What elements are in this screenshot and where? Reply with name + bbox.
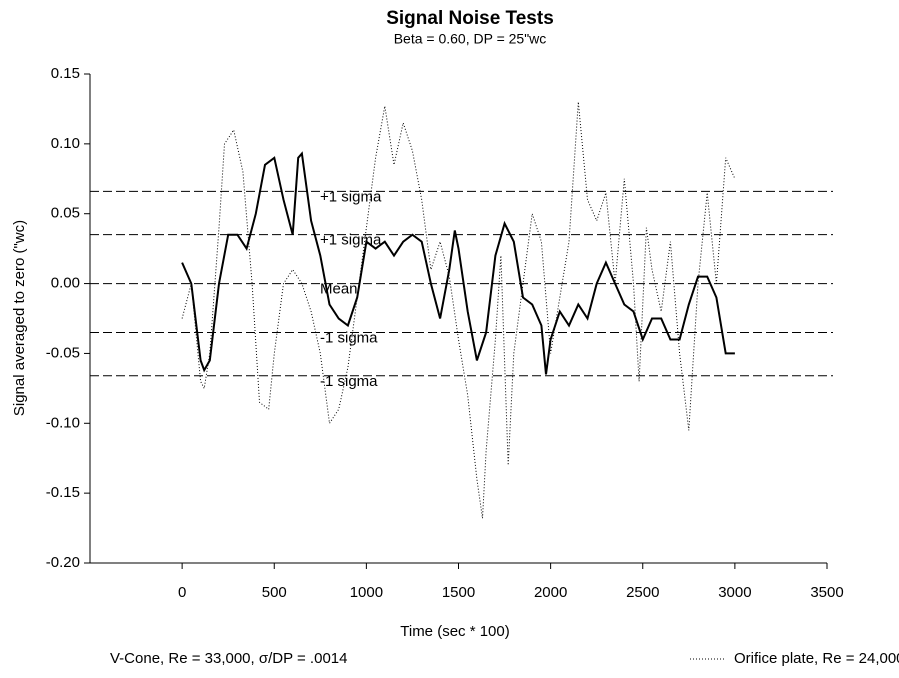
y-tick-label: -0.15	[46, 484, 80, 501]
x-tick-label: 3000	[718, 584, 751, 601]
y-tick-label: -0.20	[46, 554, 80, 571]
x-tick-label: 1500	[442, 584, 475, 601]
x-tick-label: 2500	[626, 584, 659, 601]
reference-label: -1 sigma	[320, 373, 378, 390]
x-axis-label: Time (sec * 100)	[400, 623, 509, 640]
x-tick-label: 3500	[810, 584, 843, 601]
x-tick-label: 0	[178, 584, 186, 601]
y-tick-label: -0.10	[46, 414, 80, 431]
y-tick-label: 0.15	[51, 65, 80, 82]
y-tick-label: 0.05	[51, 205, 80, 222]
x-tick-label: 500	[262, 584, 287, 601]
reference-label: -1 sigma	[320, 329, 378, 346]
y-tick-label: 0.10	[51, 135, 80, 152]
legend-label: V-Cone, Re = 33,000, σ/DP = .0014	[110, 650, 347, 667]
x-tick-label: 2000	[534, 584, 567, 601]
y-tick-label: -0.05	[46, 344, 80, 361]
chart-title: Signal Noise Tests	[386, 8, 554, 29]
series-line	[181, 151, 735, 375]
series-line	[181, 101, 736, 519]
x-tick-label: 1000	[350, 584, 383, 601]
reference-label: +1 sigma	[320, 188, 382, 205]
y-tick-label: 0.00	[51, 275, 80, 292]
reference-label: Mean	[320, 281, 358, 298]
chart-subtitle: Beta = 0.60, DP = 25"wc	[394, 31, 547, 47]
y-axis-label: Signal averaged to zero ("wc)	[11, 220, 28, 416]
legend-label: Orifice plate, Re = 24,000, σ/DP = .0026	[734, 650, 899, 667]
